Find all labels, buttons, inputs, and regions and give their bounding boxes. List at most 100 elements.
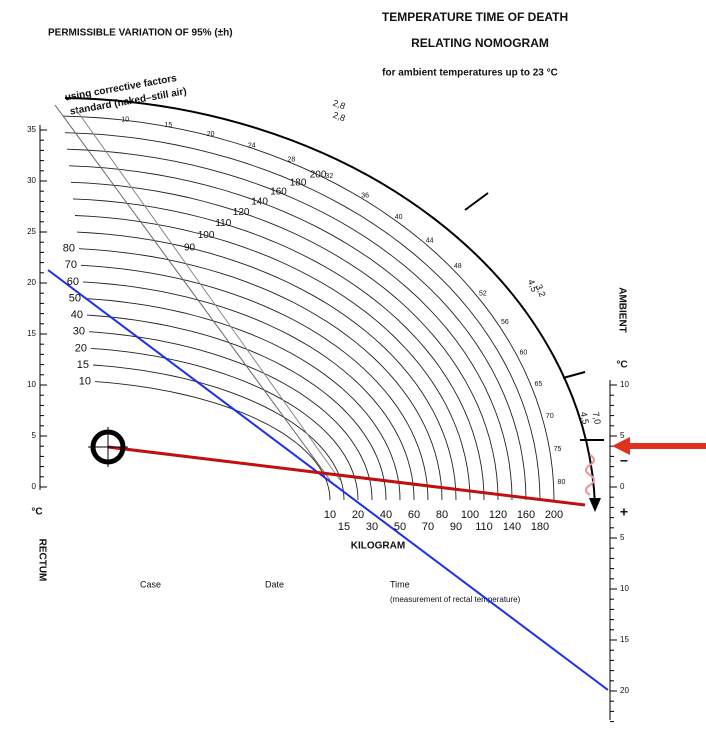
rectum-tick-label: 0 (32, 482, 37, 491)
kilogram-value: 30 (366, 521, 378, 533)
weight-arc-label: 160 (270, 187, 287, 198)
hour-label: 48 (454, 263, 462, 270)
footer-time: Time (390, 579, 410, 589)
kilogram-value: 80 (436, 509, 448, 521)
weight-arc (68, 165, 513, 501)
weight-arc (70, 181, 499, 501)
weight-left-label: 50 (69, 292, 81, 304)
footer-note: (measurement of rectal temperature) (390, 595, 521, 604)
rectum-label: RECTUM (36, 539, 47, 582)
hour-label: 60 (519, 349, 527, 356)
weight-arc (92, 364, 345, 501)
hour-label: 36 (361, 192, 369, 199)
hour-label: 20 (207, 131, 215, 138)
weight-arc-label: 180 (290, 178, 307, 189)
minus-sign: − (620, 453, 628, 469)
weight-arc (72, 198, 485, 501)
rectum-tick-label: 5 (32, 431, 37, 440)
weight-arc (88, 331, 373, 501)
weight-left-label: 10 (79, 375, 91, 387)
ambient-tick-label: 5 (620, 533, 625, 542)
outer-arc-label: 7,0 (591, 411, 603, 425)
outer-arc-label: 4,5 (579, 411, 591, 425)
weight-left-label: 70 (65, 259, 77, 271)
weight-arc (82, 281, 415, 501)
weight-arc (86, 314, 387, 501)
ambient-label: AMBIENT (616, 287, 627, 333)
rectum-tick-label: 20 (27, 278, 36, 287)
wavy-marker (585, 454, 595, 496)
rectum-tick-label: 30 (27, 176, 36, 185)
hour-label: 10 (121, 116, 129, 123)
kilogram-value: 40 (380, 509, 392, 521)
weight-arc (84, 298, 401, 501)
hour-label: 15 (165, 122, 173, 129)
title: RELATING NOMOGRAM (411, 36, 549, 50)
weight-arc (76, 231, 457, 501)
kilogram-value: 20 (352, 509, 364, 521)
rectum-tick-label: 10 (27, 380, 36, 389)
kilogram-value: 110 (475, 521, 493, 533)
rectum-unit: °C (31, 507, 42, 518)
kilogram-value: 60 (408, 509, 420, 521)
kilogram-value: 140 (503, 521, 521, 533)
red-line (107, 445, 586, 507)
outer-arc-label: 2,8 (332, 110, 347, 124)
hour-label: 32 (325, 173, 333, 180)
ambient-tick-label: 15 (620, 635, 629, 644)
kilogram-value: 70 (422, 521, 434, 533)
variation-note: PERMISSIBLE VARIATION OF 95% (±h) (48, 28, 233, 39)
kilogram-value: 180 (531, 521, 549, 533)
arc-tick (464, 192, 489, 211)
kilogram-value: 10 (324, 509, 336, 521)
ambient-tick-label: 10 (620, 584, 629, 593)
hour-label: 56 (501, 319, 509, 326)
weight-arc (78, 248, 443, 501)
kilogram-value: 100 (461, 509, 479, 521)
weight-arc-label: 200 (310, 169, 327, 180)
hour-label: 75 (554, 446, 562, 453)
kilogram-value: 120 (489, 509, 507, 521)
weight-arc (66, 148, 527, 501)
footer-case: Case (140, 579, 161, 589)
arc-tick (562, 371, 586, 379)
weight-left-label: 60 (67, 276, 79, 288)
weight-arc (90, 347, 359, 501)
weight-arc-label: 110 (215, 218, 231, 229)
outer-arc (64, 97, 596, 506)
weight-arc (80, 264, 429, 501)
kilogram-value: 90 (450, 521, 462, 533)
weight-left-label: 80 (63, 243, 75, 255)
kilogram-value: 15 (338, 521, 350, 533)
ambient-tick-label: 20 (620, 686, 629, 695)
rectum-tick-label: 35 (27, 125, 36, 134)
weight-arc (64, 132, 541, 501)
weight-left-label: 15 (77, 359, 89, 371)
weight-arc-label: 140 (251, 197, 268, 208)
weight-left-label: 30 (73, 326, 85, 338)
kilogram-value: 160 (517, 509, 535, 521)
ambient-unit: °C (616, 360, 627, 371)
weight-arc-label: 120 (233, 207, 250, 218)
outer-arc-label: 3,2 (534, 283, 548, 298)
rectum-guide (54, 104, 331, 481)
ambient-tick-label: 10 (620, 380, 629, 389)
hour-label: 52 (479, 290, 487, 297)
kilogram-label: KILOGRAM (351, 541, 405, 552)
rectum-tick-label: 15 (27, 329, 36, 338)
rectum-guide (74, 107, 341, 481)
blue-line (47, 269, 609, 691)
weight-arc (94, 381, 331, 501)
ambient-tick-label: 0 (620, 482, 625, 491)
outer-arc-label: 2,8 (332, 98, 347, 112)
outer-arc-label: 4,5 (526, 278, 540, 293)
rectum-tick-label: 25 (27, 227, 36, 236)
kilogram-value: 200 (545, 509, 563, 521)
ambient-tick-label: 5 (620, 431, 625, 440)
weight-arc-label: 90 (184, 242, 196, 253)
hour-label: 40 (395, 214, 403, 221)
title: TEMPERATURE TIME OF DEATH (382, 10, 568, 24)
arrowhead (589, 498, 601, 512)
weight-left-label: 40 (71, 309, 83, 321)
